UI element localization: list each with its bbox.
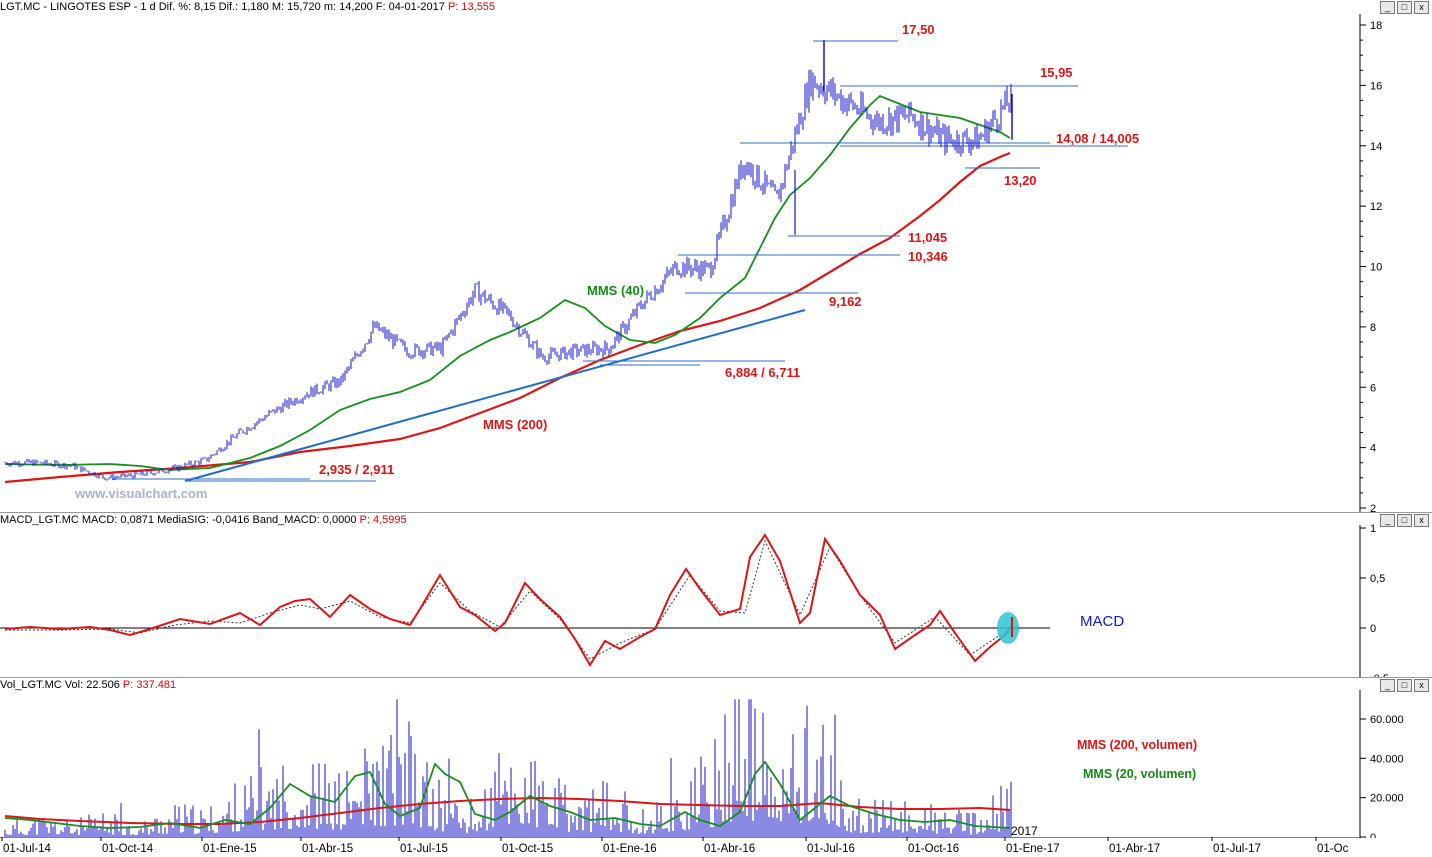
price-panel: LGT.MC - LINGOTES ESP - 1 d Dif. %: 8,15… xyxy=(0,0,1432,512)
trend-line xyxy=(184,309,806,482)
macd-y-tick-label: -0,5 xyxy=(1370,673,1389,678)
vol-legend-200: MMS (200, volumen) xyxy=(1077,738,1197,752)
volume-y-axis: 60.000 40.000 20.000 0 xyxy=(1360,714,1404,838)
mms200-line xyxy=(4,151,1011,484)
price-series xyxy=(4,40,1013,481)
price-y-tick-label: 2 xyxy=(1370,503,1376,512)
price-window-buttons: _ □ x xyxy=(1380,1,1429,14)
x-tick-label: 01-Jul-17 xyxy=(1213,843,1261,855)
x-tick-label: 01-Ene-17 xyxy=(1006,843,1060,855)
price-y-axis: 18 16 14 12 10 8 6 4 2 xyxy=(1360,20,1382,512)
volume-panel: Vol_LGT.MC Vol: 22.506 P: 337.481 _ □ x … xyxy=(0,677,1432,838)
vol-y-tick-label: 60.000 xyxy=(1370,714,1404,726)
x-tick-label: 01-Abr-16 xyxy=(704,843,755,855)
vol-legend-20: MMS (20, volumen) xyxy=(1083,767,1196,781)
maximize-button[interactable]: □ xyxy=(1397,679,1412,692)
macd-y-tick-label: 0 xyxy=(1370,623,1376,635)
year-label: 2017 xyxy=(1011,824,1038,838)
macd-header-text: MACD_LGT.MC MACD: 0,0871 MediaSIG: -0,04… xyxy=(0,514,357,526)
price-y-tick-label: 4 xyxy=(1370,443,1376,455)
x-tick-label: 01-Abr-17 xyxy=(1109,843,1160,855)
price-y-tick-label: 10 xyxy=(1370,262,1382,274)
macd-y-axis: 1 0,5 0 -0,5 xyxy=(1360,523,1389,678)
macd-highlight-marker xyxy=(997,612,1019,644)
minimize-button[interactable]: _ xyxy=(1380,514,1395,527)
minimize-button[interactable]: _ xyxy=(1380,1,1395,14)
volume-window-buttons: _ □ x xyxy=(1380,679,1429,692)
close-button[interactable]: x xyxy=(1414,514,1429,527)
x-axis: 01-Jul-14 01-Oct-14 01-Ene-15 01-Abr-15 01-J… xyxy=(0,837,1360,855)
volume-bars xyxy=(4,699,1012,837)
close-button[interactable]: x xyxy=(1414,1,1429,14)
label-10346: 10,346 xyxy=(908,249,948,264)
x-tick-label: 01-Ene-15 xyxy=(203,843,257,855)
macd-chart[interactable]: 1 0,5 0 -0,5 MACD xyxy=(0,513,1432,678)
volume-header-p: P: 337.481 xyxy=(122,679,177,691)
x-tick-label: 01-Abr-15 xyxy=(302,843,353,855)
label-1750: 17,50 xyxy=(902,22,935,37)
level-lines xyxy=(112,40,1128,482)
label-11045: 11,045 xyxy=(908,230,947,245)
watermark: www.visualchart.com xyxy=(74,486,207,501)
macd-y-tick-label: 1 xyxy=(1370,523,1376,535)
x-tick-label: 01-Jul-14 xyxy=(3,843,52,855)
maximize-button[interactable]: □ xyxy=(1397,1,1412,14)
vol-y-tick-label: 0 xyxy=(1370,832,1376,838)
macd-y-tick-label: 0,5 xyxy=(1370,573,1385,585)
vol-y-tick-label: 40.000 xyxy=(1370,753,1404,765)
volume-chart[interactable]: 60.000 40.000 20.000 0 MMS (200, volumen) M… xyxy=(0,678,1432,838)
label-1595: 15,95 xyxy=(1040,65,1073,80)
label-mms40: MMS (40) xyxy=(587,283,644,298)
x-tick-label: 01-Oct-16 xyxy=(908,843,959,855)
volume-header: Vol_LGT.MC Vol: 22.506 P: 337.481 _ □ x xyxy=(0,678,1432,692)
price-y-tick-label: 8 xyxy=(1370,322,1376,334)
price-y-tick-label: 14 xyxy=(1370,141,1382,153)
label-2935: 2,935 / 2,911 xyxy=(319,462,394,477)
price-y-tick-label: 12 xyxy=(1370,201,1382,213)
macd-label: MACD xyxy=(1080,613,1124,630)
macd-panel: MACD_LGT.MC MACD: 0,0871 MediaSIG: -0,04… xyxy=(0,512,1432,678)
x-tick-label: 01-Oct-15 xyxy=(502,843,553,855)
label-1408: 14,08 / 14,005 xyxy=(1056,131,1139,146)
macd-line xyxy=(4,533,1013,667)
label-1320: 13,20 xyxy=(1004,173,1037,188)
label-9162: 9,162 xyxy=(829,294,862,309)
minimize-button[interactable]: _ xyxy=(1380,679,1395,692)
maximize-button[interactable]: □ xyxy=(1397,514,1412,527)
price-header-p: P: 13,555 xyxy=(447,1,496,13)
price-y-tick-label: 18 xyxy=(1370,20,1382,32)
x-tick-label: 01-Jul-16 xyxy=(807,843,855,855)
price-header-text: LGT.MC - LINGOTES ESP - 1 d Dif. %: 8,15… xyxy=(0,1,445,13)
macd-window-buttons: _ □ x xyxy=(1380,514,1429,527)
close-button[interactable]: x xyxy=(1414,679,1429,692)
macd-signal-line xyxy=(5,539,1013,660)
price-y-tick-label: 6 xyxy=(1370,382,1376,394)
label-mms200: MMS (200) xyxy=(483,417,547,432)
volume-header-text: Vol_LGT.MC Vol: 22.506 xyxy=(0,679,120,691)
vol-mms20-line xyxy=(4,760,1011,829)
price-y-tick-label: 16 xyxy=(1370,80,1382,92)
macd-header-p: P: 4,5995 xyxy=(359,514,407,526)
x-tick-label: 01-Oc xyxy=(1317,843,1349,855)
price-header: LGT.MC - LINGOTES ESP - 1 d Dif. %: 8,15… xyxy=(0,0,1432,14)
vol-y-tick-label: 20.000 xyxy=(1370,793,1404,805)
x-tick-label: 01-Oct-14 xyxy=(102,843,154,855)
mms40-line xyxy=(4,94,1011,471)
x-tick-label: 01-Jul-15 xyxy=(400,843,448,855)
label-6884: 6,884 / 6,711 xyxy=(725,365,800,380)
macd-header: MACD_LGT.MC MACD: 0,0871 MediaSIG: -0,04… xyxy=(0,513,1432,527)
x-tick-label: 01-Ene-16 xyxy=(603,843,657,855)
